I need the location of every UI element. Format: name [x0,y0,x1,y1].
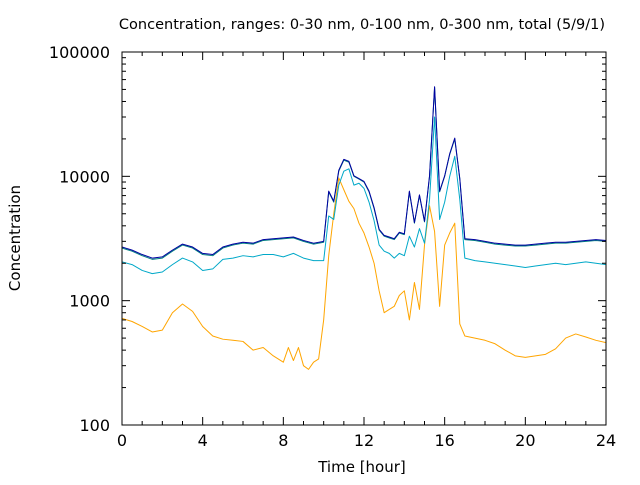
x-tick-label: 24 [596,431,616,450]
x-tick-label: 0 [117,431,127,450]
series-line-2 [121,116,607,275]
x-tick-label: 8 [278,431,288,450]
x-tick-label: 4 [198,431,208,450]
x-tick-label: 16 [434,431,454,450]
y-tick-label: 10000 [59,167,110,186]
series-line-1 [121,177,607,370]
y-tick-label: 100000 [49,43,110,62]
ticks-layer: 0 4 8 12 16 20 24 100 1000 10000 100000 [49,43,616,450]
chart-title: Concentration, ranges: 0-30 nm, 0-100 nm… [119,17,605,33]
series-layer [121,86,607,370]
x-tick-label: 12 [354,431,374,450]
y-axis-title: Concentration [6,185,24,291]
series-line-4 [121,86,607,259]
x-axis-title: Time [hour] [317,458,406,476]
plot-frame [121,51,607,426]
y-tick-label: 100 [79,416,110,435]
y-tick-label: 1000 [69,292,110,311]
x-tick-label: 20 [515,431,535,450]
